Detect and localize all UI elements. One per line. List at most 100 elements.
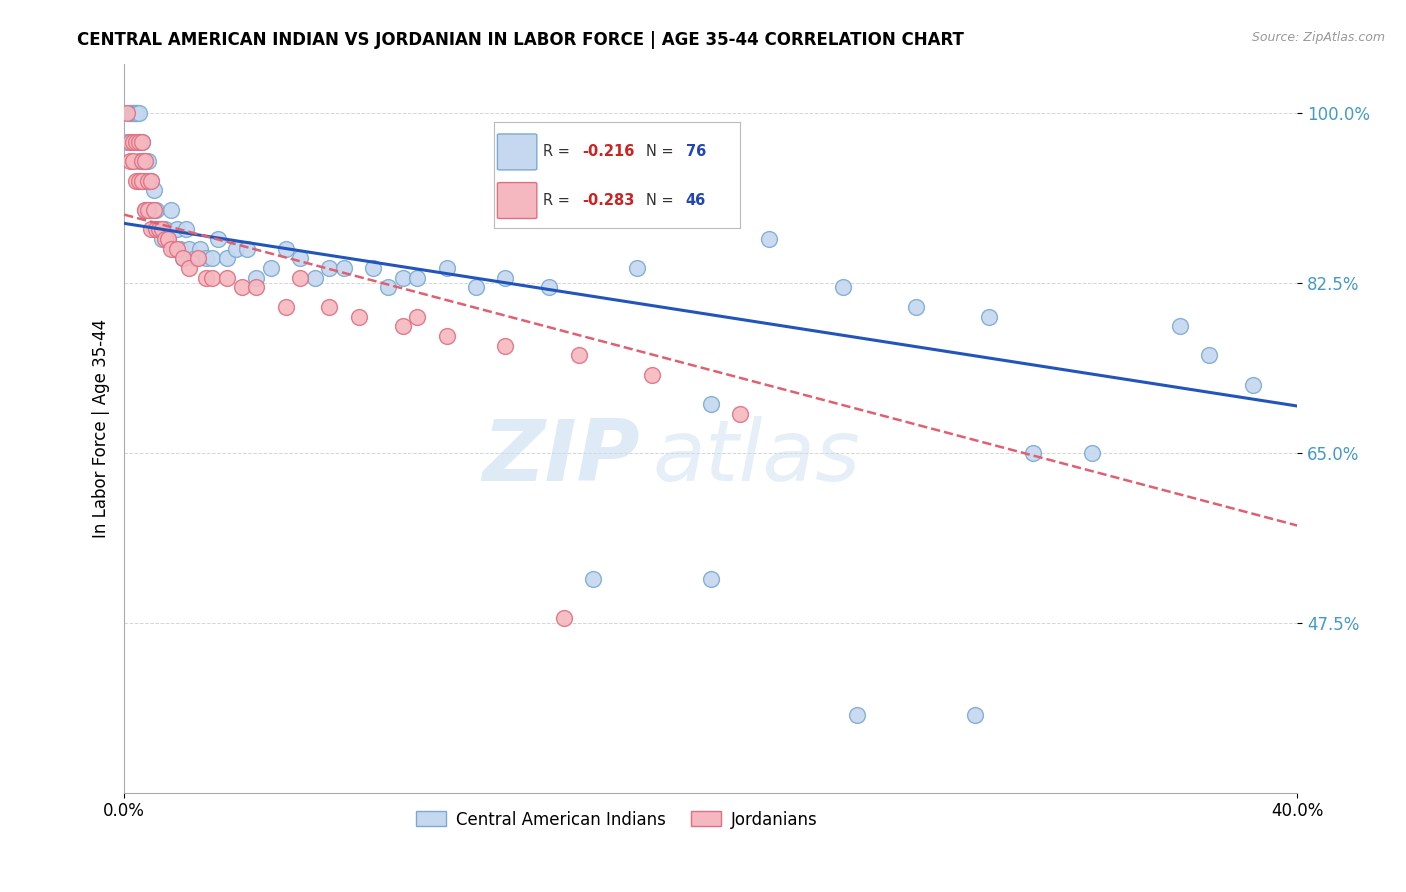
Point — [148, 222, 170, 236]
Point — [134, 174, 156, 188]
Point — [150, 222, 173, 236]
Point — [963, 707, 986, 722]
Point — [406, 310, 429, 324]
Point — [169, 242, 191, 256]
Legend: Central American Indians, Jordanians: Central American Indians, Jordanians — [409, 804, 824, 835]
Point — [145, 222, 167, 236]
Point — [172, 252, 194, 266]
Point — [699, 397, 721, 411]
Point — [115, 105, 138, 120]
Point — [131, 154, 153, 169]
Point — [641, 368, 664, 382]
Point — [347, 310, 370, 324]
Y-axis label: In Labor Force | Age 35-44: In Labor Force | Age 35-44 — [93, 318, 110, 538]
Point — [125, 105, 148, 120]
Point — [166, 222, 188, 236]
Point — [120, 105, 142, 120]
Point — [120, 105, 142, 120]
Text: CENTRAL AMERICAN INDIAN VS JORDANIAN IN LABOR FORCE | AGE 35-44 CORRELATION CHAR: CENTRAL AMERICAN INDIAN VS JORDANIAN IN … — [77, 31, 965, 49]
Point — [142, 183, 165, 197]
Point — [134, 202, 156, 217]
Point — [436, 329, 458, 343]
Point — [1168, 319, 1191, 334]
Point — [236, 242, 259, 256]
Point — [139, 202, 162, 217]
Point — [160, 242, 183, 256]
Point — [122, 135, 145, 149]
Point — [288, 270, 311, 285]
Point — [150, 232, 173, 246]
Point — [131, 154, 153, 169]
Point — [195, 252, 218, 266]
Point — [582, 202, 605, 217]
Point — [1081, 445, 1104, 459]
Point — [904, 300, 927, 314]
Point — [139, 174, 162, 188]
Point — [177, 242, 200, 256]
Point — [128, 135, 150, 149]
Point — [120, 135, 142, 149]
Point — [122, 105, 145, 120]
Point — [163, 242, 186, 256]
Point — [125, 105, 148, 120]
Point — [145, 202, 167, 217]
Point — [436, 261, 458, 276]
Point — [128, 174, 150, 188]
Point — [494, 270, 516, 285]
Point — [225, 242, 247, 256]
Point — [172, 252, 194, 266]
Point — [274, 242, 297, 256]
Point — [155, 232, 177, 246]
Point — [831, 280, 853, 294]
Point — [139, 222, 162, 236]
Point — [186, 252, 208, 266]
Point — [160, 202, 183, 217]
Point — [758, 232, 780, 246]
Point — [183, 252, 205, 266]
Point — [190, 242, 212, 256]
Point — [131, 135, 153, 149]
Point — [553, 611, 575, 625]
Point — [128, 154, 150, 169]
Point — [122, 154, 145, 169]
Point — [231, 280, 253, 294]
Point — [363, 261, 385, 276]
Point — [142, 202, 165, 217]
Point — [139, 174, 162, 188]
Point — [274, 300, 297, 314]
Point — [166, 242, 188, 256]
Point — [333, 261, 356, 276]
Point — [155, 222, 177, 236]
Point — [125, 105, 148, 120]
Point — [125, 174, 148, 188]
Point — [465, 280, 488, 294]
Point — [391, 270, 413, 285]
Point — [131, 135, 153, 149]
Point — [134, 202, 156, 217]
Point — [174, 222, 197, 236]
Point — [318, 300, 340, 314]
Point — [125, 135, 148, 149]
Point — [494, 339, 516, 353]
Point — [195, 270, 218, 285]
Point — [260, 261, 283, 276]
Point — [122, 105, 145, 120]
Point — [728, 407, 751, 421]
Point — [157, 232, 180, 246]
Point — [136, 154, 159, 169]
Text: Source: ZipAtlas.com: Source: ZipAtlas.com — [1251, 31, 1385, 45]
Point — [538, 280, 561, 294]
Point — [245, 280, 267, 294]
Point — [131, 174, 153, 188]
Point — [136, 202, 159, 217]
Point — [128, 135, 150, 149]
Point — [391, 319, 413, 334]
Point — [979, 310, 1001, 324]
Point — [131, 174, 153, 188]
Point — [1022, 445, 1045, 459]
Point — [148, 222, 170, 236]
Point — [207, 232, 229, 246]
Point — [120, 154, 142, 169]
Point — [1198, 349, 1220, 363]
Point — [304, 270, 326, 285]
